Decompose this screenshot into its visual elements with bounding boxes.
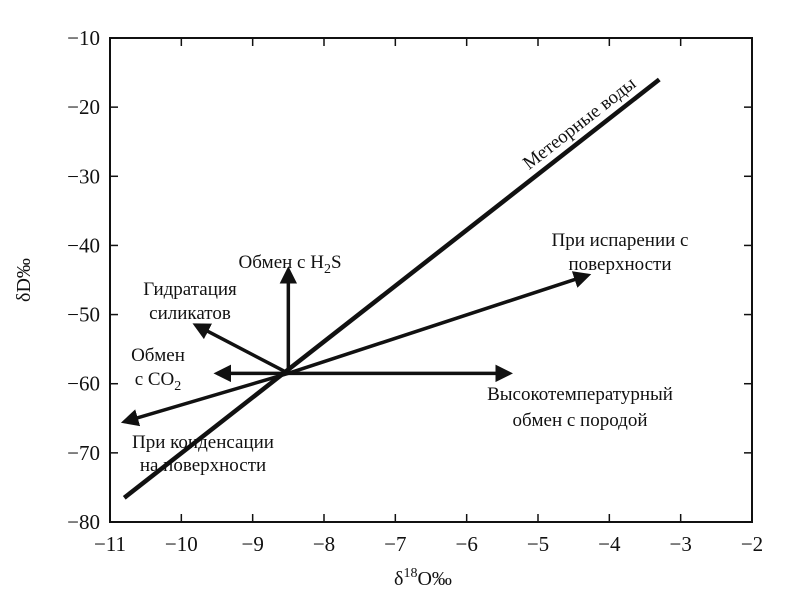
- plot-frame: [109, 37, 753, 523]
- annotation-cond: на поверхности: [140, 455, 266, 476]
- y-tick-label: −30: [67, 164, 100, 188]
- y-tick-label: −70: [67, 441, 100, 465]
- meteoric-water-line: [122, 77, 661, 500]
- x-tick-label: −2: [741, 532, 763, 556]
- y-tick-label: −50: [67, 303, 100, 327]
- x-tick-label: −4: [598, 532, 621, 556]
- annotation-highT: обмен с породой: [513, 410, 648, 431]
- y-tick-label: −20: [67, 95, 100, 119]
- annotation-evap: При испарении с: [552, 230, 689, 251]
- annotation-co2: Обмен: [131, 345, 185, 366]
- annotation-co2: с CO2: [135, 369, 182, 394]
- x-tick-label: −3: [669, 532, 691, 556]
- annotation-h2s: Обмен с H2S: [238, 252, 341, 277]
- y-tick-label: −10: [67, 26, 100, 50]
- meteoric-line-label: Метеорные воды: [519, 73, 640, 174]
- x-tick-label: −8: [313, 532, 335, 556]
- x-axis-label: δ18O‰: [394, 566, 452, 590]
- x-tick-label: −11: [94, 532, 126, 556]
- y-axis-label: δD‰: [13, 258, 35, 302]
- arrow-cond: [120, 371, 289, 427]
- y-tick-label: −60: [67, 372, 100, 396]
- arrow-silicate: [192, 323, 290, 375]
- annotation-silicate: силикатов: [149, 303, 231, 324]
- annotation-silicate: Гидратация: [143, 279, 237, 300]
- x-tick-label: −10: [165, 532, 198, 556]
- arrow-evap: [287, 271, 592, 376]
- x-tick-label: −6: [455, 532, 477, 556]
- y-tick-label: −80: [67, 510, 100, 534]
- y-tick-label: −40: [67, 233, 100, 257]
- x-tick-label: −7: [384, 532, 406, 556]
- annotation-cond: При конденсации: [132, 432, 274, 453]
- annotation-highT: Высокотемпературный: [487, 384, 673, 405]
- x-tick-label: −9: [241, 532, 263, 556]
- x-tick-label: −5: [527, 532, 549, 556]
- annotation-evap: поверхности: [568, 254, 671, 275]
